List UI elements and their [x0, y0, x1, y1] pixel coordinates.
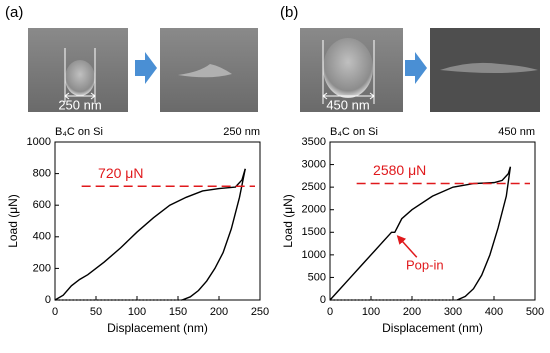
curve: [54, 168, 246, 301]
x-tick-label: 200: [403, 306, 421, 318]
x-tick-label: 100: [362, 306, 380, 318]
y-tick-label: 600: [33, 199, 51, 211]
annotation-arrow: [396, 235, 418, 258]
x-tick-label: 500: [526, 306, 544, 318]
y-tick-label: 1000: [27, 136, 51, 148]
x-axis-label: Displacement (nm): [382, 321, 483, 335]
y-tick-label: 3500: [302, 136, 326, 148]
y-tick-label: 1500: [302, 226, 326, 238]
curve: [181, 168, 246, 301]
y-tick-label: 1000: [302, 249, 326, 261]
scale-label: 450 nm: [326, 97, 369, 112]
x-axis-label: Displacement (nm): [107, 321, 208, 335]
panel-label: (b): [280, 4, 298, 21]
scale-arrow: [64, 92, 96, 100]
reference-label: 720 μN: [98, 165, 143, 181]
arrow: [135, 52, 157, 84]
y-tick-label: 400: [33, 231, 51, 243]
y-axis-label: Load (μN): [6, 194, 20, 248]
scale-arrow: [322, 92, 375, 100]
y-tick-label: 800: [33, 168, 51, 180]
curve: [329, 166, 512, 301]
annotation-label: Pop-in: [406, 258, 444, 273]
y-tick-label: 3000: [302, 158, 326, 170]
arrow: [405, 52, 427, 84]
chart-subtitle: 450 nm: [498, 126, 535, 138]
x-tick-label: 400: [485, 306, 503, 318]
y-tick-label: 0: [45, 294, 51, 306]
x-tick-label: 150: [169, 306, 187, 318]
chart-title: B₄C on Si: [55, 126, 103, 138]
x-tick-label: 50: [90, 306, 102, 318]
x-tick-label: 300: [444, 306, 462, 318]
x-tick-label: 100: [128, 306, 146, 318]
chart-title: B₄C on Si: [330, 126, 378, 138]
x-tick-label: 0: [327, 306, 333, 318]
particle: [323, 38, 373, 98]
plot-frame: [329, 141, 536, 301]
y-tick-label: 2500: [302, 181, 326, 193]
reference-label: 2580 μN: [373, 162, 426, 178]
panel-label: (a): [5, 4, 23, 21]
particle: [65, 60, 95, 96]
chart-subtitle: 250 nm: [223, 126, 260, 138]
y-axis-label: Load (μN): [281, 194, 295, 248]
y-tick-label: 500: [308, 271, 326, 283]
scale-label: 250 nm: [58, 97, 101, 112]
curve: [456, 166, 512, 301]
x-tick-label: 200: [210, 306, 228, 318]
deformed-particle: [440, 62, 538, 73]
y-tick-label: 0: [320, 294, 326, 306]
deformed-particle: [178, 64, 232, 78]
x-tick-label: 250: [251, 306, 269, 318]
y-tick-label: 200: [33, 262, 51, 274]
y-tick-label: 2000: [302, 204, 326, 216]
x-tick-label: 0: [52, 306, 58, 318]
